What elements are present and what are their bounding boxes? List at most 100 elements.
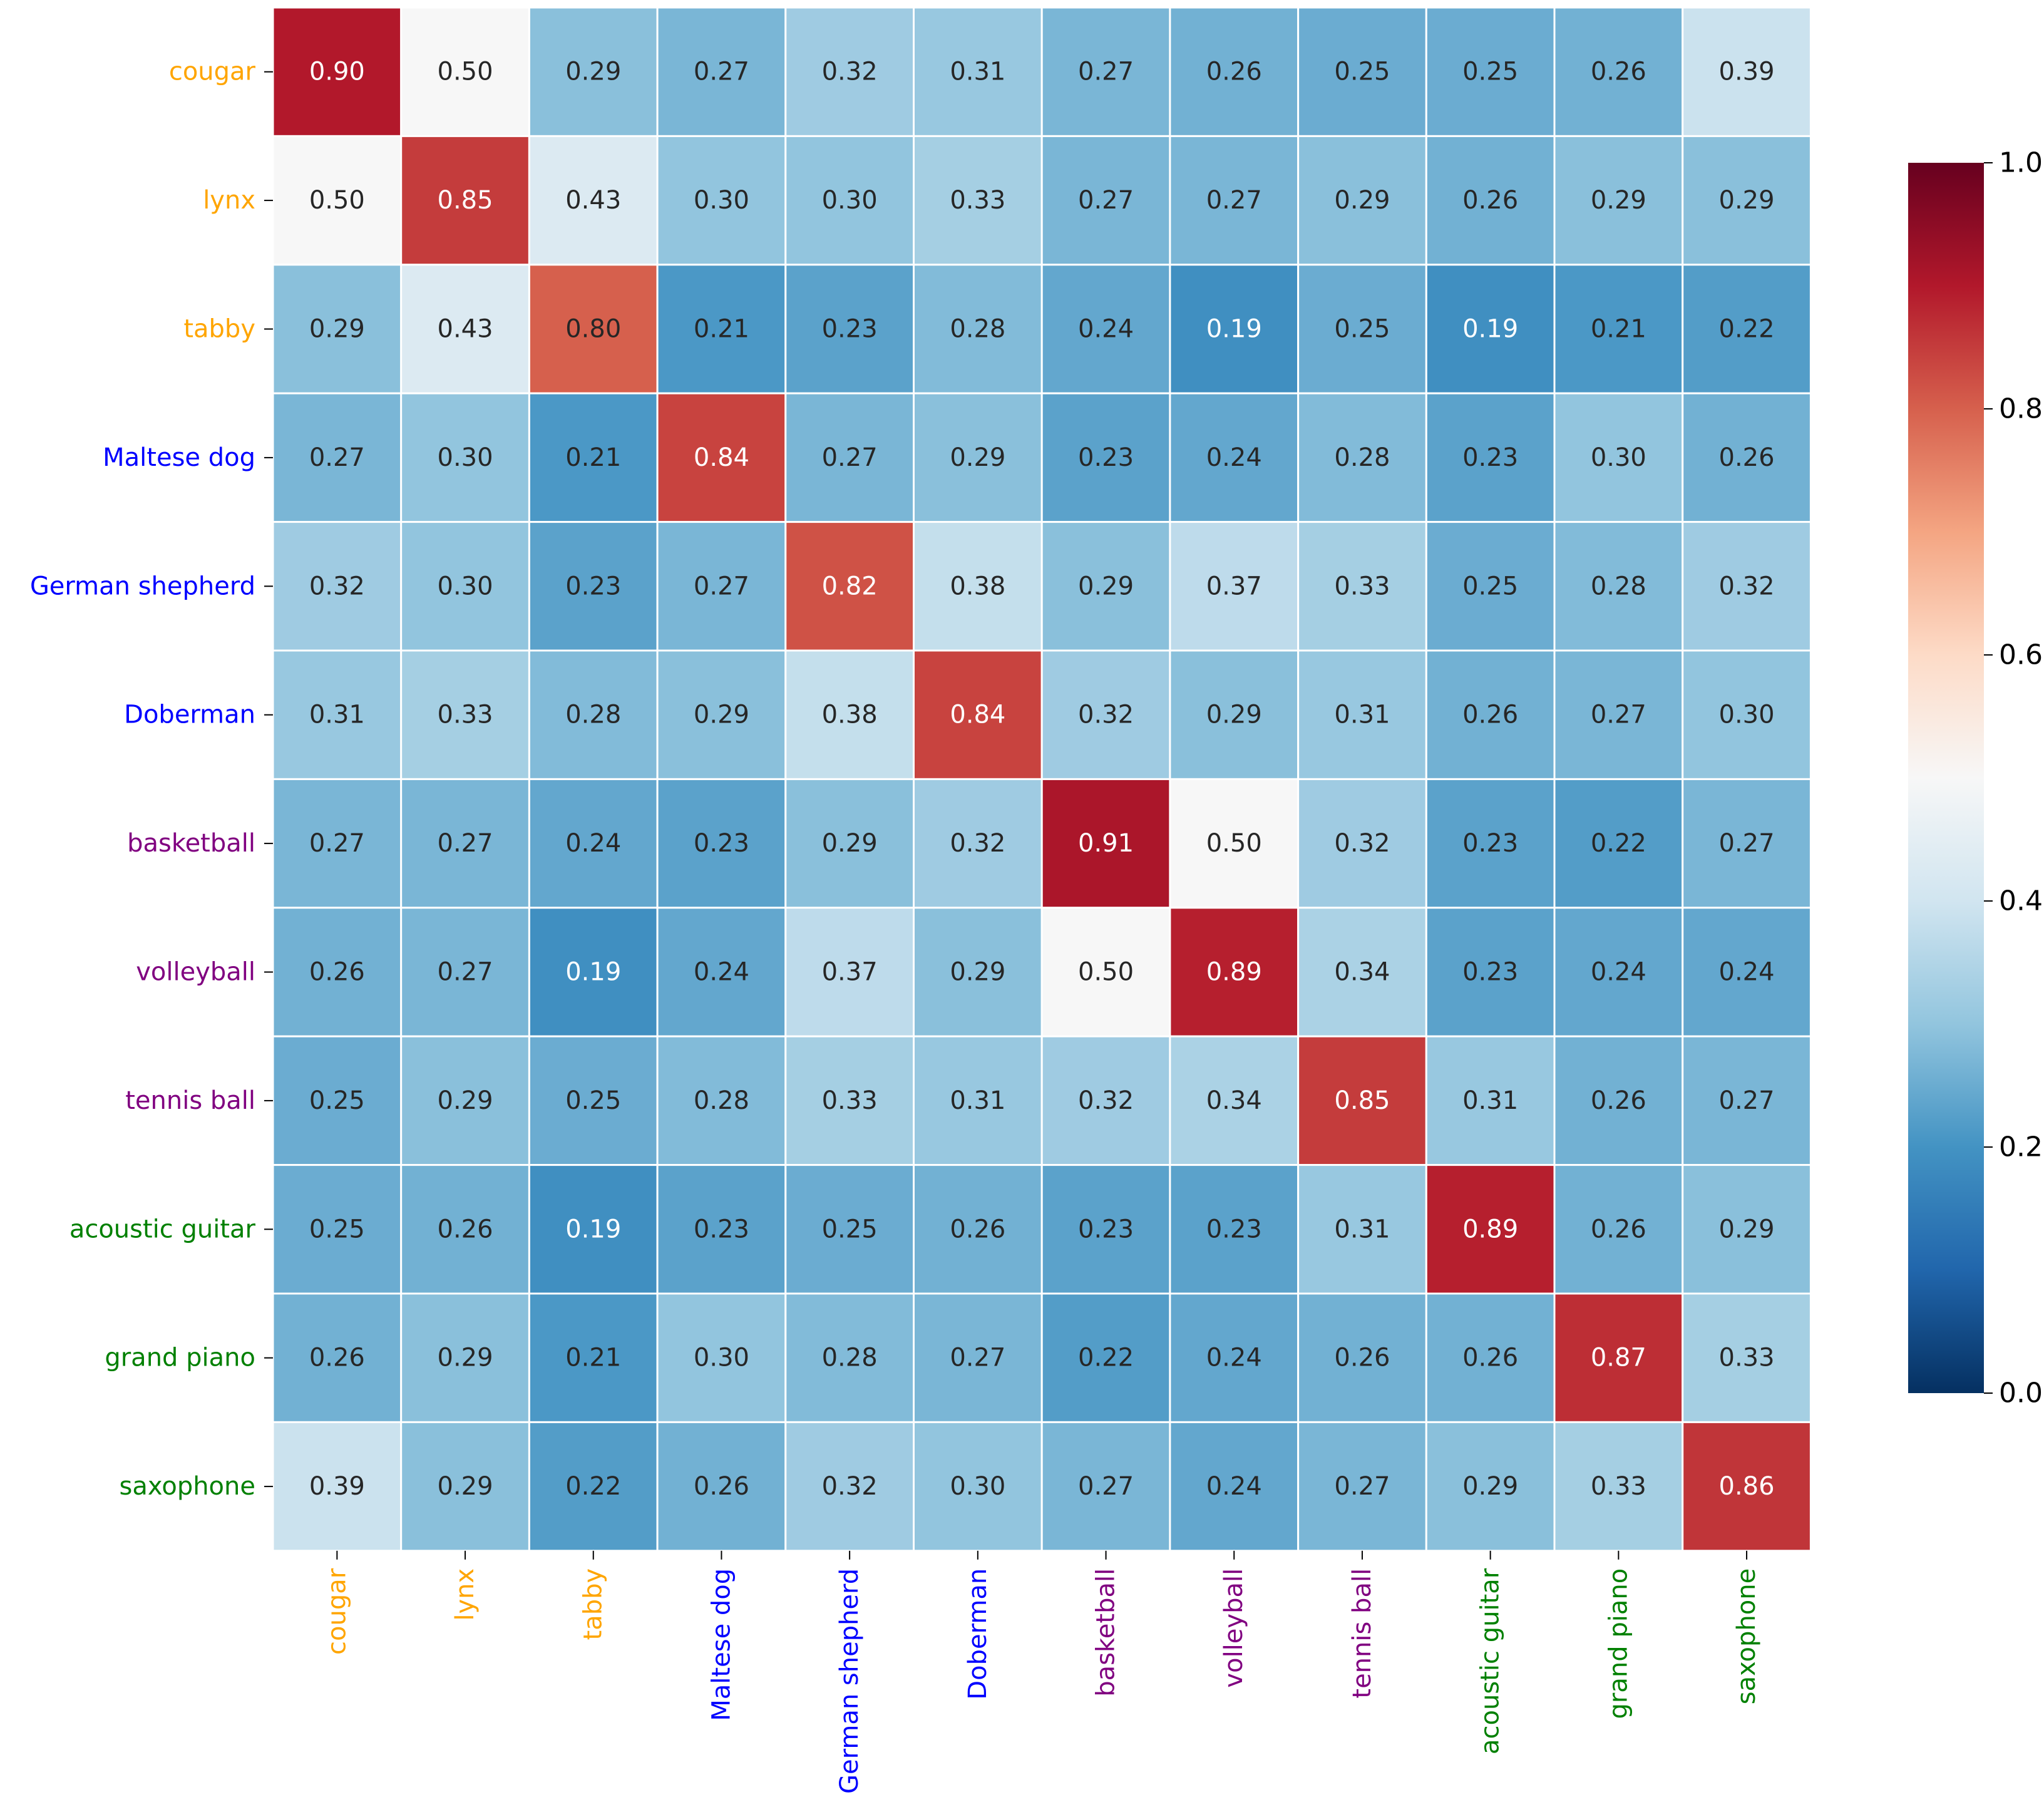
cell-value-label: 0.21 [565,443,621,472]
heatmap-cell [1425,649,1556,780]
cell-value-label: 0.27 [1719,829,1775,858]
cell-value-label: 0.28 [694,1086,749,1115]
heatmap-cell [1682,6,1812,137]
cell-value-label: 0.29 [1719,186,1775,215]
heatmap-cell [784,264,915,394]
heatmap-cell [656,649,787,780]
heatmap-cell [656,1292,787,1423]
cell-value-label: 0.32 [1719,572,1775,600]
cell-value-label: 0.19 [1462,315,1518,344]
column-label: saxophone [1732,1568,1761,1704]
cell-value-label: 0.24 [1206,443,1262,472]
heatmap-cell [528,1292,659,1423]
heatmap-cell [1169,1164,1300,1295]
cell-value-label: 0.27 [1078,1472,1134,1501]
heatmap-cell [528,264,659,394]
column-label: lynx [451,1568,480,1621]
cell-value-label: 0.32 [822,1472,878,1501]
heatmap-cell [1682,778,1812,909]
heatmap-cell [400,392,530,523]
cell-value-label: 0.29 [565,58,621,86]
cell-value-label: 0.25 [1462,58,1518,86]
heatmap-cell [784,135,915,266]
heatmap-cell [913,521,1043,652]
cell-value-label: 0.26 [1591,1215,1646,1243]
cell-value-label: 0.86 [1719,1472,1775,1501]
cell-value-label: 0.89 [1462,1215,1518,1243]
cell-value-label: 0.27 [950,1344,1005,1372]
cell-value-label: 0.24 [1206,1344,1262,1372]
heatmap-cell [1553,907,1684,1037]
cell-value-label: 0.50 [438,58,493,86]
cell-value-label: 0.21 [1591,315,1646,344]
heatmap-cell [1553,778,1684,909]
row-label: saxophone [120,1472,255,1501]
heatmap-cell [400,135,530,266]
cell-value-label: 0.50 [1078,958,1134,987]
cell-value-label: 0.29 [438,1086,493,1115]
heatmap-cell [784,778,915,909]
cell-value-label: 0.31 [1462,1086,1518,1115]
cell-value-label: 0.24 [1591,958,1646,987]
row-label: tabby [183,315,255,344]
cell-value-label: 0.32 [822,58,878,86]
cell-value-label: 0.25 [1334,315,1390,344]
heatmap-cell [400,1164,530,1295]
cell-value-label: 0.26 [1591,1086,1646,1115]
heatmap-cell [656,135,787,266]
cell-value-label: 0.32 [309,572,365,600]
heatmap-cell [1425,6,1556,137]
cell-value-label: 0.26 [694,1472,749,1501]
cell-value-label: 0.30 [1719,701,1775,729]
cell-value-label: 0.26 [309,1344,365,1372]
heatmap-cell [1040,521,1171,652]
heatmap-cell [784,907,915,1037]
colorbar-tick-label: 0.2 [1999,1131,2043,1163]
heatmap-cell [1425,135,1556,266]
cell-value-label: 0.29 [1462,1472,1518,1501]
cell-value-label: 0.37 [1206,572,1262,600]
heatmap-cell [656,907,787,1037]
heatmap-cell [400,1421,530,1552]
cell-value-label: 0.26 [1719,443,1775,472]
cell-value-label: 0.22 [565,1472,621,1501]
heatmap-cell [1553,135,1684,266]
cell-value-label: 0.24 [1078,315,1134,344]
cell-value-label: 0.28 [1334,443,1390,472]
cell-value-label: 0.30 [950,1472,1005,1501]
cell-value-label: 0.23 [694,1215,749,1243]
cell-value-label: 0.25 [565,1086,621,1115]
cell-value-label: 0.27 [694,58,749,86]
heatmap-cell [1169,649,1300,780]
heatmap-cell [1682,1035,1812,1166]
heatmap-cell [1553,1421,1684,1552]
column-label: tennis ball [1348,1568,1377,1699]
cell-value-label: 0.29 [950,958,1005,987]
cell-value-label: 0.34 [1206,1086,1262,1115]
cell-value-label: 0.27 [309,829,365,858]
cell-value-label: 0.39 [1719,58,1775,86]
cell-value-label: 0.84 [694,443,749,472]
heatmap-cell [1425,1421,1556,1552]
cell-value-label: 0.24 [694,958,749,987]
cell-value-label: 0.25 [1334,58,1390,86]
cell-value-label: 0.26 [1462,1344,1518,1372]
cell-value-label: 0.23 [694,829,749,858]
cell-value-label: 0.28 [1591,572,1646,600]
cell-value-label: 0.50 [309,186,365,215]
colorbar-tick-label: 0.0 [1999,1377,2043,1409]
cell-value-label: 0.23 [822,315,878,344]
row-label: Maltese dog [103,443,255,472]
cell-value-label: 0.31 [1334,701,1390,729]
column-labels: cougar lynx tabby Maltese dog German shepher… [322,1550,1761,1794]
cell-value-label: 0.29 [1591,186,1646,215]
heatmap-cell [400,778,530,909]
heatmap-cell [1425,1292,1556,1423]
cell-value-label: 0.19 [565,1215,621,1243]
cell-value-label: 0.87 [1591,1344,1646,1372]
heatmap-cell [656,6,787,137]
column-label: grand piano [1604,1568,1633,1719]
cell-value-label: 0.31 [309,701,365,729]
cell-value-label: 0.29 [309,315,365,344]
cell-value-label: 0.27 [438,958,493,987]
